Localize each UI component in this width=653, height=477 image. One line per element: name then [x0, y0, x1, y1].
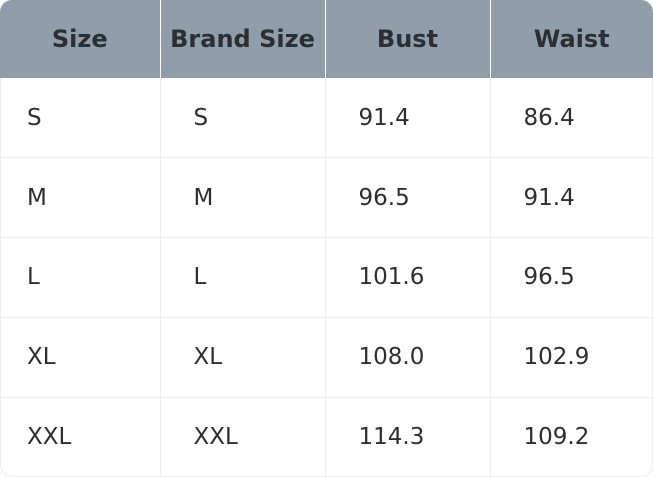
- cell-size: S: [0, 78, 161, 159]
- cell-brand-size: S: [160, 78, 326, 159]
- cell-bust: 108.0: [325, 317, 491, 398]
- table-row: S S 91.4 86.4: [0, 78, 653, 159]
- cell-bust: 91.4: [325, 78, 491, 159]
- cell-brand-size: L: [160, 237, 326, 318]
- table-row: M M 96.5 91.4: [0, 157, 653, 239]
- column-header-waist: Waist: [533, 25, 610, 53]
- column-header-bust: Bust: [325, 0, 491, 78]
- cell-waist: 86.4: [490, 78, 653, 159]
- table-header: Size Brand Size Bust Waist: [0, 0, 653, 78]
- column-header-size: Size: [0, 0, 161, 78]
- cell-size: XXL: [0, 397, 161, 477]
- cell-bust: 96.5: [325, 157, 491, 239]
- table-row: XL XL 108.0 102.9: [0, 317, 653, 398]
- cell-brand-size: XL: [160, 317, 326, 398]
- column-header-brand-size: Brand Size: [160, 0, 326, 78]
- cell-bust: 114.3: [325, 397, 491, 477]
- header-row: Size Brand Size Bust Waist: [0, 0, 653, 78]
- cell-waist: 91.4: [490, 157, 653, 239]
- cell-waist: 102.9: [490, 317, 653, 398]
- cell-size: XL: [0, 317, 161, 398]
- cell-waist: 109.2: [523, 424, 590, 451]
- table-row: L L 101.6 96.5: [0, 237, 653, 318]
- cell-size: L: [0, 237, 161, 318]
- cell-brand-size: M: [160, 157, 326, 239]
- cell-brand-size: XXL: [160, 397, 326, 477]
- cell-bust: 101.6: [325, 237, 491, 318]
- cell-size: M: [0, 157, 161, 239]
- table-body: S S 91.4 86.4 M M 96.5 91.4 L L 101.6 96…: [0, 78, 653, 477]
- table-row: XXL XXL 114.3 109.2: [0, 397, 653, 477]
- cell-waist: 96.5: [490, 237, 653, 318]
